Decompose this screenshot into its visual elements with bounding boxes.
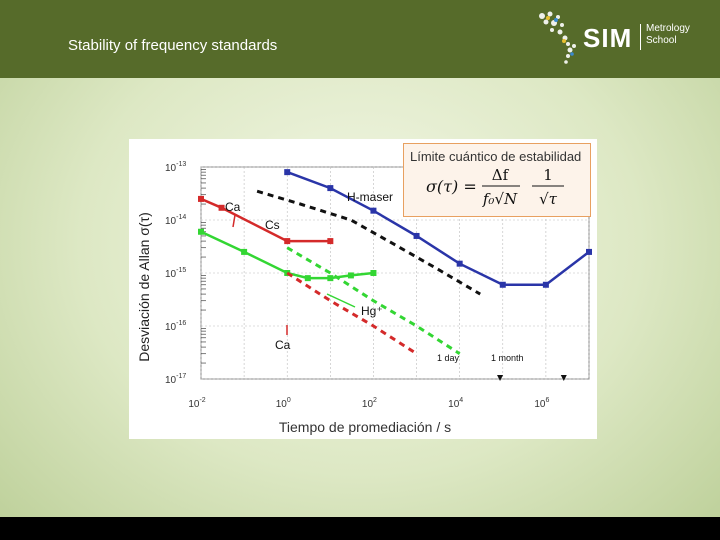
annotation-label: Hg⁺ xyxy=(361,304,383,318)
series-marker-2 xyxy=(327,238,334,245)
formula-lhs: σ(τ) = xyxy=(426,177,477,196)
x-axis-label: Tiempo de promediación / s xyxy=(279,419,451,435)
footer-bar xyxy=(0,517,720,540)
series-line-4 xyxy=(286,246,461,355)
annotation-label: Ca xyxy=(275,338,291,352)
logo-line-2: School xyxy=(646,35,677,46)
slide-title: Stability of frequency standards xyxy=(68,37,278,54)
series-marker-2 xyxy=(284,238,291,245)
americas-map-logo-icon xyxy=(539,11,576,64)
y-tick-label: 10-14 xyxy=(165,214,186,227)
series-marker-3 xyxy=(370,270,377,276)
x-tick-label: 100 xyxy=(276,397,291,410)
time-marker-arrow-icon xyxy=(560,375,567,381)
series-marker-0 xyxy=(456,260,463,267)
header-bar xyxy=(0,0,720,78)
quantum-limit-formula-box: Límite cuántico de estabilidad σ(τ) = Δf… xyxy=(403,143,591,217)
y-axis-label: Desviación de Allan σ(τ) xyxy=(136,212,152,362)
annotation-label: Cs xyxy=(265,218,280,232)
series-marker-2 xyxy=(198,195,204,202)
annotation-label: 1 day xyxy=(437,353,460,363)
formula-denominator: f₀√N xyxy=(482,190,518,208)
x-tick-labels: 10-2 100 102 104 106 xyxy=(188,397,549,410)
series-marker-0 xyxy=(586,248,592,255)
y-tick-labels: 10-13 10-14 10-15 10-16 10-17 xyxy=(165,161,186,386)
logo-sim-text: SIM xyxy=(583,23,633,53)
data-series xyxy=(198,169,592,355)
allan-deviation-chart: 10-2 100 102 104 106 10-1310-1410-1510-1610-… xyxy=(136,161,592,435)
logo-divider xyxy=(640,24,641,50)
annotation-label: H-maser xyxy=(347,190,393,204)
annotation-leader xyxy=(326,293,356,308)
formula-numerator: Δf xyxy=(492,166,510,184)
formula-caption: Límite cuántico de estabilidad xyxy=(410,149,582,164)
formula-rhs-numerator: 1 xyxy=(543,166,553,184)
series-marker-3 xyxy=(327,275,334,282)
annotation-label: 1 month xyxy=(491,353,524,363)
stability-formula: σ(τ) = Δf f₀√N 1 √τ xyxy=(426,166,564,208)
chart-annotations: H-maser Ca Cs Hg⁺ Ca 1 day 1 month xyxy=(225,190,567,381)
series-marker-0 xyxy=(370,207,377,214)
series-marker-0 xyxy=(542,281,549,288)
series-marker-0 xyxy=(499,281,506,288)
series-line-0 xyxy=(286,170,590,287)
series-line-1 xyxy=(256,189,481,296)
annotation-leader xyxy=(232,214,236,228)
x-tick-label: 104 xyxy=(448,397,463,410)
series-marker-3 xyxy=(241,248,248,255)
x-tick-label: 10-2 xyxy=(188,397,205,410)
x-tick-label: 102 xyxy=(362,397,377,410)
series-marker-3 xyxy=(347,272,354,279)
series-marker-2 xyxy=(218,204,225,211)
series-marker-0 xyxy=(284,169,291,176)
time-marker-arrow-icon xyxy=(497,375,504,381)
series-marker-3 xyxy=(304,275,311,282)
series-marker-0 xyxy=(413,232,420,239)
series-marker-3 xyxy=(198,228,204,235)
series-line-5 xyxy=(286,271,418,355)
y-tick-label: 10-13 xyxy=(165,161,186,174)
series-line-2 xyxy=(200,197,331,243)
y-tick-label: 10-17 xyxy=(165,373,186,386)
y-tick-label: 10-16 xyxy=(165,320,186,333)
series-marker-0 xyxy=(327,185,334,192)
logo-subtitle: Metrology School xyxy=(646,23,690,47)
x-tick-label: 106 xyxy=(534,397,549,410)
formula-rhs-denominator: √τ xyxy=(539,190,558,208)
logo-line-1: Metrology xyxy=(646,23,690,34)
annotation-label: Ca xyxy=(225,200,241,214)
y-tick-label: 10-15 xyxy=(165,267,186,280)
